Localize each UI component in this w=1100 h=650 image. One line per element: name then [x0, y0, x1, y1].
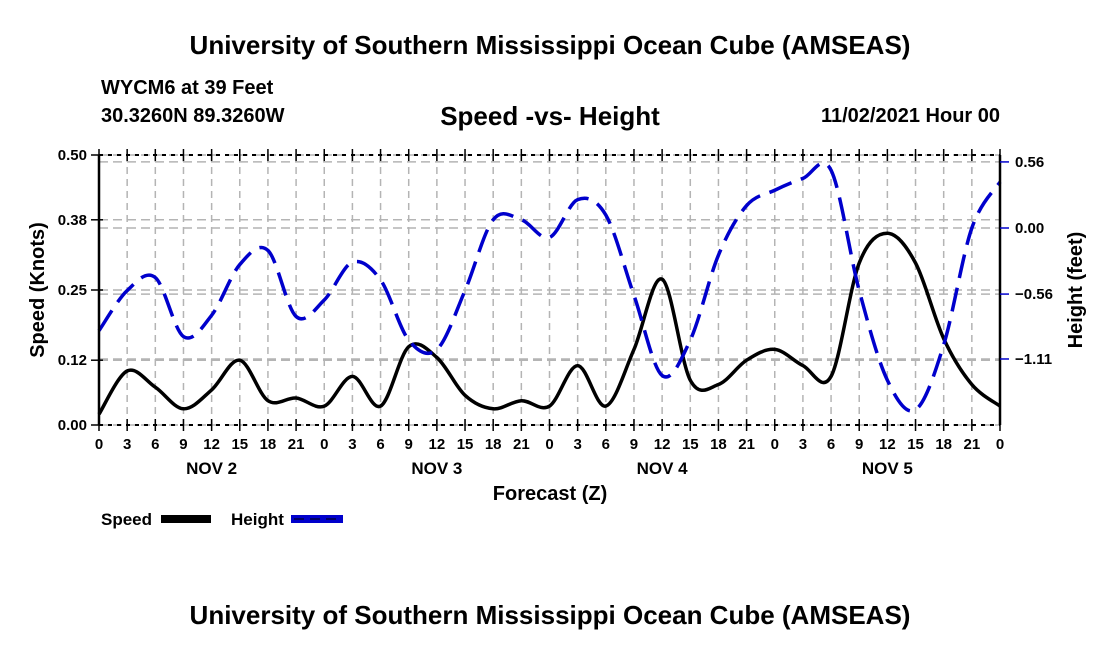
- x-tick-label: 0: [996, 436, 1004, 453]
- x-tick-label: 9: [630, 436, 638, 453]
- x-tick-label: 21: [288, 436, 305, 453]
- y2-tick-label: −0.56: [1015, 286, 1053, 303]
- x-tick-label: 18: [935, 436, 952, 453]
- x-tick-label: 15: [907, 436, 924, 453]
- y-axis-title: Speed (Knots): [27, 222, 49, 358]
- legend: Speed Height: [101, 510, 343, 529]
- x-tick-label: 21: [964, 436, 981, 453]
- legend-label-speed: Speed: [101, 510, 152, 529]
- y-tick-label: 0.38: [58, 212, 87, 229]
- x-tick-label: 6: [376, 436, 384, 453]
- x-tick-label: 6: [151, 436, 159, 453]
- x-tick-label: 18: [260, 436, 277, 453]
- x-tick-label: 21: [738, 436, 755, 453]
- day-label: NOV 5: [862, 459, 913, 478]
- x-tick-label: 12: [879, 436, 896, 453]
- x-tick-label: 15: [457, 436, 474, 453]
- day-label: NOV 3: [411, 459, 462, 478]
- x-tick-label: 3: [348, 436, 356, 453]
- x-tick-label: 0: [95, 436, 103, 453]
- x-tick-label: 0: [771, 436, 779, 453]
- day-label: NOV 2: [186, 459, 237, 478]
- grid-lines: [98, 154, 1001, 426]
- footer-title: University of Southern Mississippi Ocean…: [189, 600, 911, 630]
- y2-tick-label: 0.56: [1015, 154, 1044, 171]
- x-tick-label: 18: [710, 436, 727, 453]
- axes: [91, 149, 1009, 431]
- y2-tick-label: 0.00: [1015, 220, 1044, 237]
- x-tick-label: 6: [827, 436, 835, 453]
- x-tick-label: 3: [573, 436, 581, 453]
- legend-label-height: Height: [231, 510, 284, 529]
- x-axis-title: Forecast (Z): [493, 483, 607, 505]
- y2-tick-label: −1.11: [1015, 351, 1052, 368]
- x-tick-label: 15: [682, 436, 699, 453]
- main-title: University of Southern Mississippi Ocean…: [189, 30, 911, 60]
- x-tick-label: 3: [799, 436, 807, 453]
- series-line-speed: [97, 231, 1002, 416]
- series-layer: [97, 161, 1002, 416]
- x-tick-label: 12: [654, 436, 671, 453]
- x-tick-label: 12: [203, 436, 220, 453]
- x-tick-label: 21: [513, 436, 530, 453]
- coordinates-label: 30.3260N 89.3260W: [101, 105, 285, 127]
- x-tick-label: 18: [485, 436, 502, 453]
- y-tick-label: 0.00: [58, 417, 87, 434]
- y2-axis-title: Height (feet): [1065, 232, 1087, 349]
- chart-subtitle: Speed -vs- Height: [440, 101, 660, 131]
- x-tick-label: 6: [602, 436, 610, 453]
- x-tick-label: 0: [545, 436, 553, 453]
- y-tick-label: 0.12: [58, 352, 87, 369]
- day-label: NOV 4: [637, 459, 689, 478]
- legend-swatch-speed: [161, 515, 211, 523]
- x-tick-label: 0: [320, 436, 328, 453]
- x-tick-label: 12: [429, 436, 446, 453]
- y-tick-label: 0.25: [58, 282, 87, 299]
- station-label: WYCM6 at 39 Feet: [101, 77, 274, 99]
- x-tick-label: 3: [123, 436, 131, 453]
- y-tick-label: 0.50: [58, 147, 87, 164]
- x-tick-label: 9: [855, 436, 863, 453]
- x-tick-label: 9: [405, 436, 413, 453]
- forecast-datestamp: 11/02/2021 Hour 00: [820, 105, 1000, 127]
- x-tick-label: 15: [231, 436, 248, 453]
- tick-labels: 0 3 6 9 12 15 18 21 0 3 6 9 12 15 18 21 0 3 6 9 12 15 18 21 0 3 6 9…: [58, 147, 1053, 478]
- x-tick-label: 9: [179, 436, 187, 453]
